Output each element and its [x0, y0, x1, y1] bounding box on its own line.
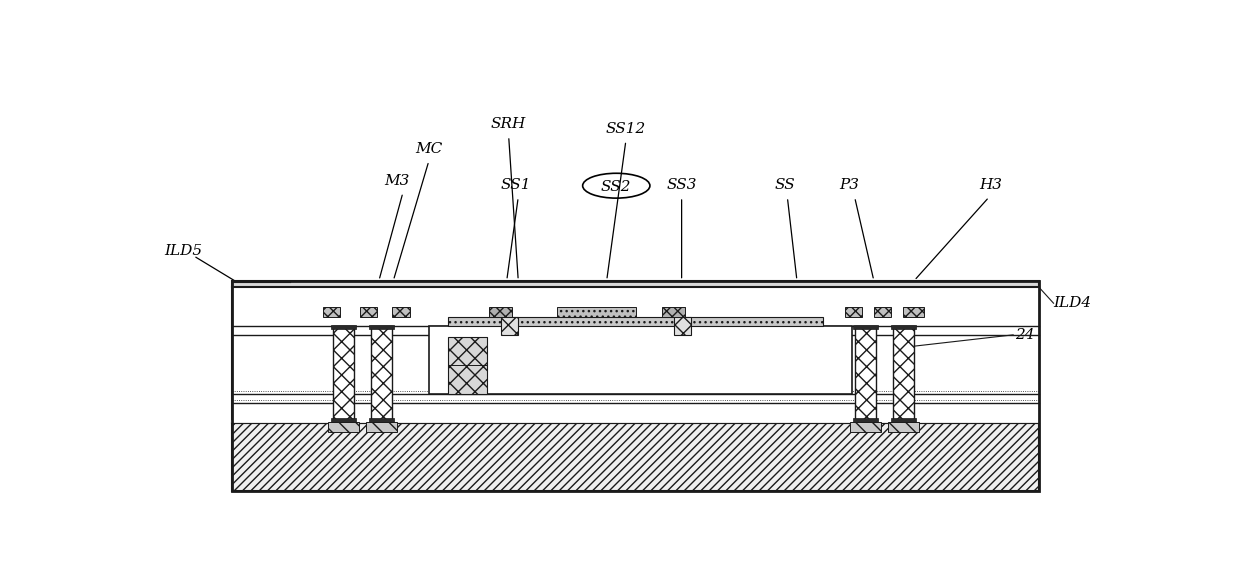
Bar [370, 419, 394, 423]
Bar [360, 307, 377, 317]
Bar [370, 325, 394, 329]
Text: 24: 24 [1016, 328, 1034, 342]
Bar [675, 317, 691, 335]
Bar [448, 317, 823, 326]
Bar [501, 317, 518, 335]
Bar [892, 325, 916, 329]
Text: SS12: SS12 [606, 122, 646, 136]
Bar [874, 307, 892, 317]
Bar [324, 307, 341, 317]
Bar [892, 419, 916, 423]
Bar [662, 307, 686, 317]
Bar [371, 326, 392, 423]
Bar [327, 422, 358, 432]
Text: 32c: 32c [691, 355, 724, 373]
Text: H3: H3 [980, 178, 1003, 193]
Text: SS: SS [774, 178, 795, 193]
Text: ILD5: ILD5 [165, 244, 202, 258]
Text: MC: MC [415, 142, 443, 156]
Bar [367, 422, 397, 432]
Text: M3: M3 [384, 174, 410, 188]
Bar [232, 281, 1039, 491]
Bar [232, 288, 1039, 423]
Bar [331, 325, 356, 329]
Bar [853, 419, 878, 423]
Bar [331, 419, 356, 423]
Text: MS12: MS12 [570, 355, 624, 373]
Bar [232, 423, 1039, 491]
Bar [844, 307, 862, 317]
Bar [232, 281, 1039, 288]
Bar [557, 307, 635, 317]
Text: SS2: SS2 [601, 180, 631, 194]
Bar [853, 325, 878, 329]
Bar [903, 307, 924, 317]
Bar [490, 307, 512, 317]
Text: SS1: SS1 [500, 178, 531, 193]
Bar [448, 337, 486, 394]
Text: SRH: SRH [491, 117, 526, 131]
Text: P3: P3 [838, 178, 859, 193]
Bar [893, 326, 914, 423]
Bar [849, 422, 880, 432]
Bar [429, 326, 852, 394]
Bar [332, 326, 353, 423]
Text: ILD4: ILD4 [1054, 296, 1091, 310]
Bar [392, 307, 409, 317]
Bar [888, 422, 919, 432]
Bar [232, 288, 1039, 421]
Bar [854, 326, 875, 423]
Text: SS3: SS3 [666, 178, 697, 193]
